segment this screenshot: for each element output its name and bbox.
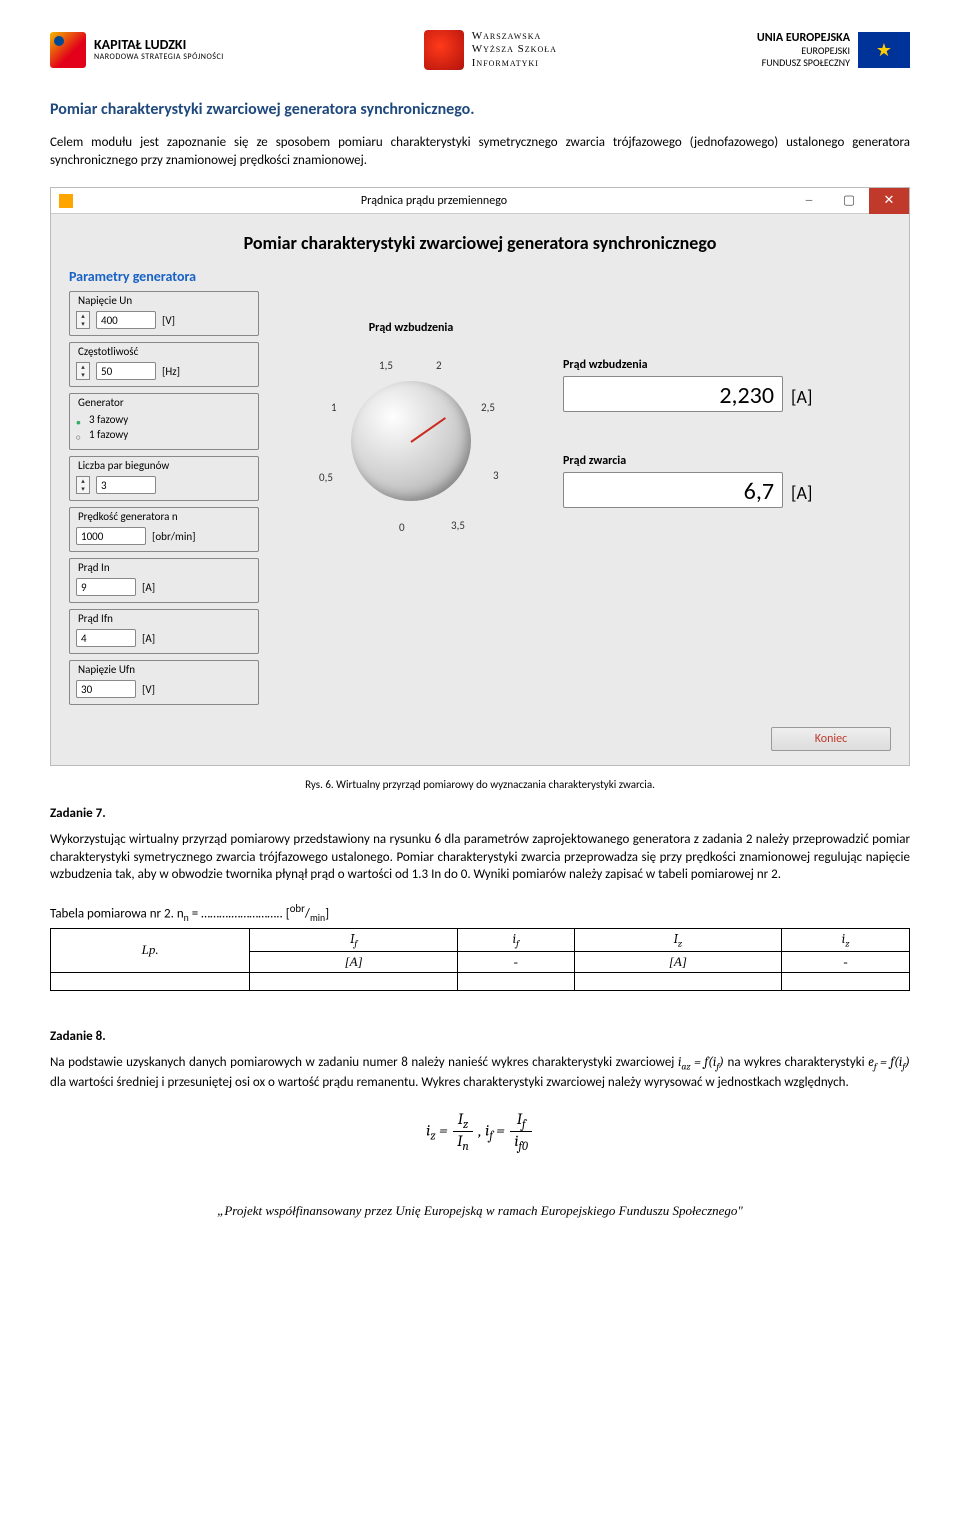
u-iz: - xyxy=(782,952,910,973)
app-icon xyxy=(59,194,73,208)
kapital-title: KAPITAŁ LUDZKI xyxy=(94,38,224,52)
param-predkosc: Prędkość generatora n 1000 [obr/min] xyxy=(69,507,259,552)
logo-eu: UNIA EUROPEJSKA EUROPEJSKI FUNDUSZ SPOŁE… xyxy=(757,31,910,69)
param-generator: Generator 3 fazowy 1 fazowy xyxy=(69,393,259,450)
intro-paragraph: Celem modułu jest zapoznanie się ze spos… xyxy=(50,134,910,169)
czest-spinner[interactable]: ▴▾ xyxy=(76,362,90,380)
minimize-button[interactable]: ─ xyxy=(789,188,829,214)
th-If: If xyxy=(250,928,458,952)
prad-in-input[interactable]: 9 xyxy=(76,578,136,596)
logo-kapital: KAPITAŁ LUDZKI NARODOWA STRATEGIA SPÓJNO… xyxy=(50,32,224,68)
napiezie-ufn-input[interactable]: 30 xyxy=(76,680,136,698)
eu-l1: UNIA EUROPEJSKA xyxy=(757,31,850,45)
zadanie7-title: Zadanie 7. xyxy=(50,806,910,821)
readout-column: Prąd wzbudzenia 2,230 [A] Prąd zwarcia 6… xyxy=(563,291,891,711)
header-logos: KAPITAŁ LUDZKI NARODOWA STRATEGIA SPÓJNO… xyxy=(50,30,910,70)
radio-1fazowy[interactable]: 1 fazowy xyxy=(76,428,252,441)
wwsi-l2: Wyższa Szkoła xyxy=(472,43,557,56)
param-prad-ifn: Prąd Ifn 4 [A] xyxy=(69,609,259,654)
bieguny-spinner[interactable]: ▴▾ xyxy=(76,476,90,494)
footer-note: „Projekt współfinansowany przez Unię Eur… xyxy=(50,1203,910,1219)
param-bieguny: Liczba par biegunów ▴▾ 3 xyxy=(69,456,259,501)
logo-wwsi: Warszawska Wyższa Szkoła Informatyki xyxy=(424,30,557,70)
prad-ifn-input[interactable]: 4 xyxy=(76,629,136,647)
dial-column: Prąd wzbudzenia 0 0,5 1 1,5 2 2,5 3 3,5 xyxy=(271,291,551,711)
maximize-button[interactable]: ▢ xyxy=(829,188,869,214)
napiecie-input[interactable]: 400 xyxy=(96,311,156,329)
zadanie7-body: Wykorzystując wirtualny przyrząd pomiaro… xyxy=(50,831,910,884)
readout-zwarcia-label: Prąd zwarcia xyxy=(563,454,891,468)
param-napiezie-ufn: Napięzie Ufn 30 [V] xyxy=(69,660,259,705)
radio-3fazowy[interactable]: 3 fazowy xyxy=(76,413,252,426)
th-if: if xyxy=(457,928,574,952)
kapital-icon xyxy=(50,32,86,68)
readout-zwarcia-value: 6,7 xyxy=(563,472,783,508)
param-czest: Częstotliwość ▴▾ 50 [Hz] xyxy=(69,342,259,387)
param-prad-in: Prąd In 9 [A] xyxy=(69,558,259,603)
titlebar: Prądnica prądu przemiennego ─ ▢ ✕ xyxy=(51,188,909,214)
predkosc-input[interactable]: 1000 xyxy=(76,527,146,545)
dial-control[interactable]: 0 0,5 1 1,5 2 2,5 3 3,5 xyxy=(301,341,521,541)
dial-title: Prąd wzbudzenia xyxy=(369,321,454,335)
th-lp: Lp. xyxy=(51,928,250,973)
u-if: - xyxy=(457,952,574,973)
params-column: Napięcie Un ▴▾ 400 [V] Częstotliwość ▴▾ … xyxy=(69,291,259,711)
section-title: Pomiar charakterystyki zwarciowej genera… xyxy=(50,100,910,119)
cell-empty xyxy=(51,973,250,991)
readout-wzbudzenia-unit: [A] xyxy=(791,386,812,408)
wwsi-l1: Warszawska xyxy=(472,30,557,43)
eu-l3: FUNDUSZ SPOŁECZNY xyxy=(757,57,850,69)
bieguny-input[interactable]: 3 xyxy=(96,476,156,494)
tabela-pomiarowa: Lp. If if Iz iz [A] - [A] - xyxy=(50,928,910,992)
figure-caption: Rys. 6. Wirtualny przyrząd pomiarowy do … xyxy=(50,778,910,791)
app-window: Prądnica prądu przemiennego ─ ▢ ✕ Pomiar… xyxy=(50,187,910,766)
close-button[interactable]: ✕ xyxy=(869,188,909,214)
napiecie-spinner[interactable]: ▴▾ xyxy=(76,311,90,329)
u-If: [A] xyxy=(250,952,458,973)
app-title: Prądnica prądu przemiennego xyxy=(361,194,507,208)
eu-flag-icon: ★ xyxy=(858,32,910,68)
params-heading: Parametry generatora xyxy=(69,268,891,285)
koniec-button[interactable]: Koniec xyxy=(771,727,891,751)
zadanie8-body: Na podstawie uzyskanych danych pomiarowy… xyxy=(50,1054,910,1091)
equation: iz = IzIn , if = Ifif0 xyxy=(50,1110,910,1153)
wwsi-icon xyxy=(424,30,464,70)
wwsi-l3: Informatyki xyxy=(472,57,557,70)
zadanie8-title: Zadanie 8. xyxy=(50,1029,910,1044)
app-heading: Pomiar charakterystyki zwarciowej genera… xyxy=(69,232,891,254)
dial-needle xyxy=(410,417,446,443)
readout-wzbudzenia-label: Prąd wzbudzenia xyxy=(563,358,891,372)
tabela-caption: Tabela pomiarowa nr 2. nn = ……….…………….. … xyxy=(50,902,910,924)
czest-input[interactable]: 50 xyxy=(96,362,156,380)
th-iz: iz xyxy=(782,928,910,952)
readout-wzbudzenia-value: 2,230 xyxy=(563,376,783,412)
kapital-sub: NARODOWA STRATEGIA SPÓJNOŚCI xyxy=(94,52,224,62)
th-Iz: Iz xyxy=(574,928,782,952)
param-napiecie: Napięcie Un ▴▾ 400 [V] xyxy=(69,291,259,336)
u-Iz: [A] xyxy=(574,952,782,973)
readout-zwarcia-unit: [A] xyxy=(791,482,812,504)
